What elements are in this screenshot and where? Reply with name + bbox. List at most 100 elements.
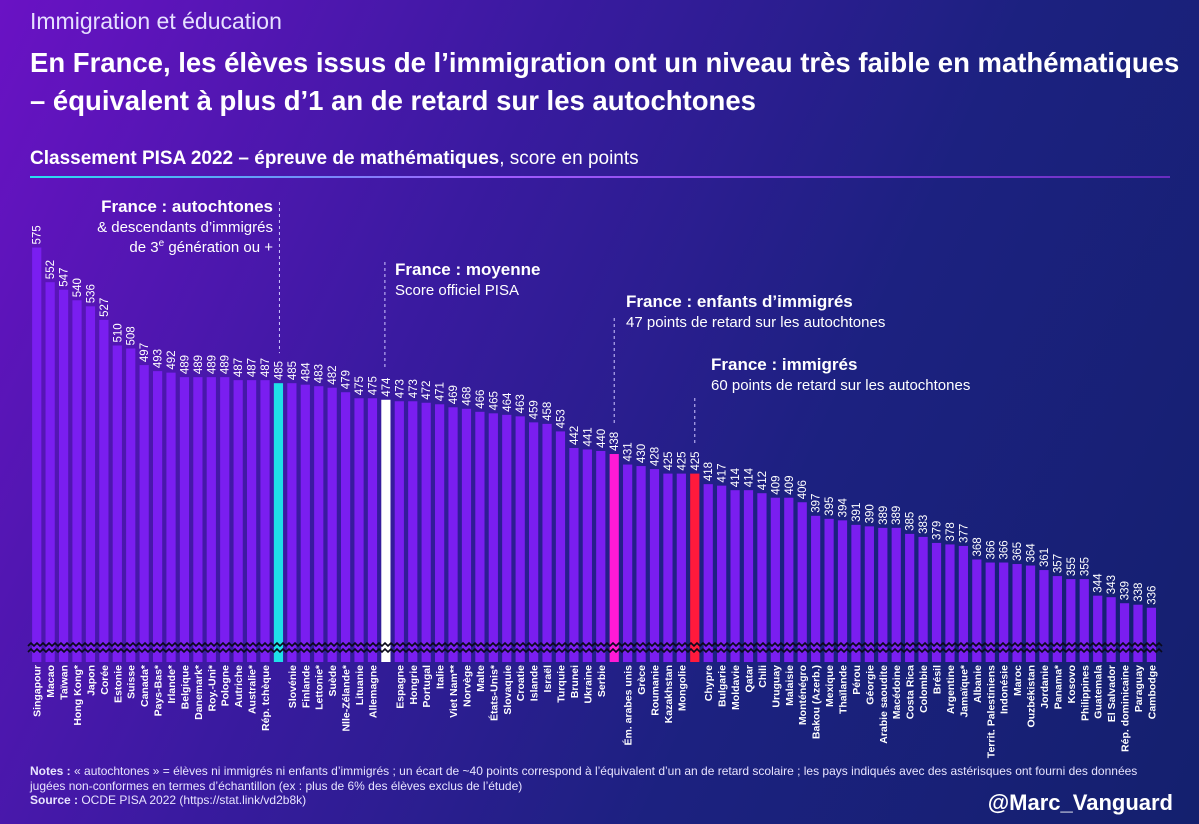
category-label-68: Brésil bbox=[932, 665, 944, 694]
bar-16 bbox=[233, 380, 243, 662]
bar-71 bbox=[972, 559, 982, 662]
value-label-25: 475 bbox=[354, 376, 366, 395]
value-label-8: 508 bbox=[126, 326, 138, 345]
value-label-10: 493 bbox=[153, 349, 165, 368]
category-label-35: États-Unis* bbox=[487, 664, 500, 721]
bar-42 bbox=[582, 449, 592, 662]
value-label-62: 391 bbox=[851, 503, 863, 522]
category-label-17: Australie* bbox=[247, 664, 259, 714]
bar-74 bbox=[1012, 564, 1022, 662]
value-label-71: 368 bbox=[972, 537, 984, 556]
bar-22 bbox=[314, 386, 324, 662]
category-label-66: Costa Rica bbox=[905, 665, 917, 719]
chart-subtitle-rest: , score en points bbox=[499, 148, 639, 169]
bar-6 bbox=[99, 319, 109, 662]
category-label-31: Italie bbox=[435, 665, 447, 689]
category-label-25: Lituanie bbox=[354, 665, 366, 705]
value-label-43: 440 bbox=[596, 429, 608, 448]
value-label-83: 338 bbox=[1133, 583, 1145, 602]
bar-11 bbox=[166, 372, 176, 662]
category-label-18: Rép. tchèque bbox=[260, 665, 272, 731]
annotation-title-moyenne: France : moyenne bbox=[395, 260, 541, 279]
value-label-16: 487 bbox=[233, 358, 245, 377]
bar-63 bbox=[864, 526, 874, 662]
value-label-84: 336 bbox=[1146, 586, 1158, 605]
category-label-49: Mongolie bbox=[676, 665, 688, 711]
value-label-21: 484 bbox=[300, 362, 312, 382]
category-label-1: Singapour bbox=[32, 665, 44, 717]
bar-66 bbox=[905, 533, 915, 662]
bar-61 bbox=[837, 520, 848, 662]
category-label-6: Corée bbox=[99, 665, 111, 695]
value-label-53: 414 bbox=[730, 467, 742, 487]
category-label-26: Allemagne bbox=[367, 665, 379, 718]
value-label-32: 469 bbox=[448, 385, 460, 404]
chart-subtitle-bold: Classement PISA 2022 – épreuve de mathém… bbox=[30, 148, 500, 169]
bar-77 bbox=[1052, 576, 1062, 662]
value-label-41: 442 bbox=[569, 426, 581, 445]
value-label-58: 406 bbox=[797, 480, 809, 499]
category-label-16: Autriche bbox=[233, 665, 245, 708]
bar-17 bbox=[247, 380, 257, 662]
category-label-78: Kosovo bbox=[1066, 665, 1078, 704]
bar-27 bbox=[381, 399, 391, 662]
category-label-70: Jamaïque* bbox=[958, 664, 970, 717]
category-label-59: Bakou (Azerb.) bbox=[811, 665, 823, 739]
category-label-10: Pays-Bas* bbox=[153, 664, 165, 716]
value-label-61: 394 bbox=[838, 498, 850, 518]
category-label-69: Argentine bbox=[945, 665, 957, 714]
bar-41 bbox=[569, 447, 579, 662]
bar-49 bbox=[676, 473, 686, 662]
value-label-26: 475 bbox=[367, 376, 379, 395]
bar-62 bbox=[851, 524, 861, 662]
bar-47 bbox=[649, 469, 660, 662]
value-label-35: 465 bbox=[488, 391, 500, 410]
value-label-63: 390 bbox=[864, 504, 876, 523]
page-title: En France, les élèves issus de l’immigra… bbox=[30, 47, 1180, 116]
value-label-80: 344 bbox=[1093, 573, 1105, 593]
category-label-9: Canada* bbox=[139, 664, 151, 707]
value-label-59: 397 bbox=[811, 494, 823, 513]
notes-text: « autochtones » = élèves ni immigrés ni … bbox=[30, 764, 1138, 793]
value-label-19: 485 bbox=[273, 361, 285, 380]
category-label-56: Uruguay bbox=[770, 665, 782, 708]
value-label-13: 489 bbox=[193, 355, 205, 374]
value-label-37: 463 bbox=[515, 394, 527, 413]
value-label-66: 385 bbox=[905, 512, 917, 531]
value-label-81: 343 bbox=[1106, 575, 1118, 594]
category-label-65: Macédoine bbox=[891, 665, 903, 719]
bar-31 bbox=[435, 404, 445, 662]
category-label-24: Nlle-Zélande* bbox=[341, 664, 353, 731]
bar-60 bbox=[824, 518, 834, 662]
bar-33 bbox=[461, 408, 472, 662]
bar-9 bbox=[139, 365, 149, 662]
category-label-62: Pérou bbox=[851, 665, 863, 695]
value-label-51: 418 bbox=[703, 462, 715, 481]
value-label-4: 540 bbox=[72, 278, 84, 297]
category-label-54: Qatar bbox=[744, 665, 756, 692]
value-label-28: 473 bbox=[394, 379, 406, 398]
category-label-77: Panama* bbox=[1052, 664, 1064, 709]
bar-36 bbox=[502, 414, 512, 662]
bar-45 bbox=[623, 464, 633, 662]
bar-19 bbox=[273, 383, 284, 662]
value-label-64: 389 bbox=[878, 506, 890, 525]
value-label-44: 438 bbox=[609, 432, 621, 451]
bar-10 bbox=[152, 371, 163, 662]
value-label-82: 339 bbox=[1120, 581, 1132, 600]
category-label-8: Suisse bbox=[126, 665, 138, 699]
value-label-3: 547 bbox=[59, 268, 71, 287]
category-label-83: Paraguay bbox=[1133, 665, 1145, 712]
category-label-52: Bulgarie bbox=[717, 665, 729, 707]
bar-1 bbox=[32, 247, 42, 662]
category-label-41: Brunei bbox=[569, 665, 581, 698]
value-label-46: 430 bbox=[636, 444, 648, 463]
category-label-72: Territ. Palestiniens bbox=[985, 665, 997, 758]
bar-29 bbox=[408, 401, 418, 662]
bar-40 bbox=[555, 431, 566, 662]
value-label-55: 412 bbox=[757, 471, 769, 490]
category-label-80: Guatemala bbox=[1093, 665, 1105, 719]
value-label-57: 409 bbox=[784, 476, 796, 495]
category-label-34: Malte bbox=[475, 665, 487, 692]
source-label: Source : bbox=[30, 793, 79, 807]
